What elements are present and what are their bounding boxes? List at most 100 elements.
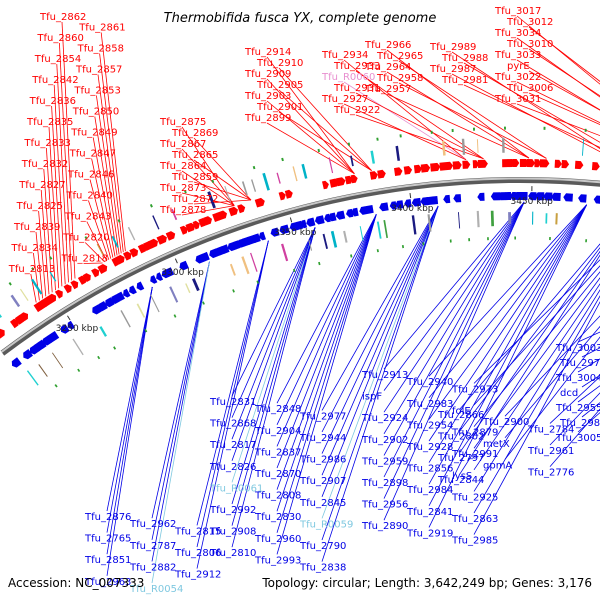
cog-block-inner [229,263,236,276]
label-connector [398,82,547,159]
reverse-gene-label: Tfu_2924 [361,413,408,424]
label-connector [106,286,153,576]
reverse-gene [116,291,125,301]
label-connector [383,201,525,521]
reverse-gene [477,192,485,201]
reverse-gene [314,215,325,225]
label-connector [463,62,600,143]
reverse-gene-label: Tfu_2806 [174,548,221,559]
cog-block-outer [241,181,248,196]
forward-gene-label: Tfu_2981 [441,75,488,86]
cog-block-outer [152,215,160,230]
forward-gene-label: Tfu_3012 [506,17,553,28]
forward-gene-label: Tfu_2875 [159,117,206,128]
marker-outer [347,142,351,146]
forward-gene-label: Tfu_2964 [364,62,411,73]
marker-inner [232,289,235,293]
label-connector [459,254,600,475]
forward-gene [444,161,454,171]
forward-gene [179,225,188,235]
cog-block-outer [370,150,375,164]
label-connector [193,137,252,201]
label-connector [231,227,316,483]
reverse-gene [179,260,189,271]
feature-tracks [0,126,600,388]
label-connector [428,204,588,506]
cog-block-inner [120,310,131,328]
reverse-gene [363,205,374,214]
reverse-gene-label: Tfu_2898 [361,478,408,489]
reverse-gene-label: Tfu_2870 [254,469,301,480]
reverse-gene-label: Tfu_2784 [527,424,574,435]
label-connector [276,214,377,425]
reverse-gene-label: Tfu_2808 [254,491,301,502]
cog-block-outer [276,172,281,184]
label-connector [549,392,600,446]
forward-gene-label: Tfu_2933 [333,61,380,72]
reverse-gene-label: Tfu_2790 [299,541,346,552]
label-connector [504,315,600,417]
cog-block-outer [31,278,43,295]
cog-block-outer [111,235,119,248]
forward-gene-label: Tfu_2927 [321,94,368,105]
reverse-gene-label: ispF [362,392,382,403]
forward-gene [561,160,570,169]
cog-block-outer [10,294,21,308]
reverse-gene [38,339,47,349]
marker-outer [149,204,153,208]
forward-gene-label: Tfu_2842 [31,75,78,86]
reverse-gene-label: Tfu_2902 [361,435,408,446]
cog-block-inner [545,213,548,224]
label-connector [321,205,439,562]
reverse-gene-label: Tfu_2959 [361,456,408,467]
label-connector [100,32,126,252]
reverse-gene [578,194,587,203]
label-connector [528,48,600,97]
marker-inner [318,261,321,266]
label-connector [43,168,53,293]
label-connector [473,295,600,514]
forward-gene [156,234,167,245]
forward-gene-label: Tfu_2901 [256,102,303,113]
label-connector [383,201,525,413]
reverse-gene-label: Tfu_2868 [209,419,256,430]
reverse-gene-label: Tfu_2837 [254,447,301,458]
cog-block-inner [241,256,250,275]
forward-gene-label: Tfu_2862 [39,12,86,23]
marker-outer [543,126,546,130]
label-connector [40,189,50,295]
forward-gene [114,254,125,265]
reverse-gene [490,192,501,201]
marker-outer [117,219,121,223]
forward-gene [539,159,550,168]
reverse-gene [551,192,561,201]
label-connector [276,214,377,555]
cog-block-inner [330,230,338,248]
reverse-gene-label: folE [452,406,471,417]
label-connector [196,240,269,569]
reverse-gene-label: Tfu_2826 [209,462,256,473]
label-connector [398,60,547,159]
reverse-gene [346,208,354,218]
forward-gene-label: Tfu_2957 [364,84,411,95]
label-connector [231,227,316,548]
label-connector [38,210,47,297]
reverse-gene-label: Tfu_3005 [555,433,600,444]
cog-block-outer [0,314,2,318]
cog-block-inner [136,303,146,318]
reverse-gene-label: Tfu_2815 [174,526,221,537]
label-connector [355,92,484,160]
reverse-gene [220,244,230,254]
cog-block-outer [171,208,178,221]
label-connector [276,214,377,533]
rna-gene-label: Tfu_R0059 [299,519,353,530]
label-connector [151,261,210,562]
reverse-gene [351,207,359,217]
marker-outer [49,256,53,260]
forward-gene-label: Tfu_2873 [159,183,206,194]
reverse-gene-label: Tfu_2879 [451,428,498,439]
backbone-ring [0,176,600,356]
label-connectors [30,15,600,584]
reverse-gene-label: Tfu_2963 [84,577,131,588]
